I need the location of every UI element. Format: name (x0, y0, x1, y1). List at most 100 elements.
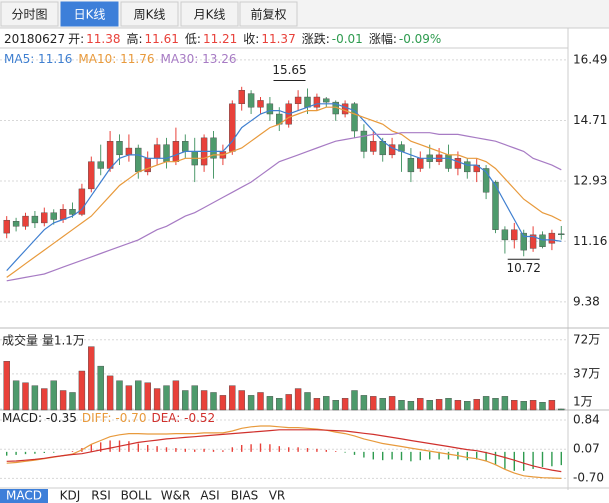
indicator-tab-bg (0, 489, 48, 503)
volume-bar (473, 399, 480, 411)
indicator-tab[interactable]: ASI (200, 489, 219, 503)
y-tick-label: 11.16 (573, 234, 607, 248)
info-label: 低: (185, 32, 201, 46)
candle-body (3, 219, 10, 234)
volume-bar (370, 396, 377, 411)
y-tick-label: 12.93 (573, 174, 607, 188)
info-value: 11.38 (86, 32, 120, 46)
volume-bar (511, 400, 518, 411)
tab[interactable]: 月K线 (180, 1, 239, 27)
y-tick-label: 0.84 (573, 413, 600, 427)
candle-body (341, 103, 349, 115)
y-tick-label: 37万 (573, 366, 600, 380)
candle-body (520, 232, 527, 251)
indicator-tab[interactable]: KDJ (60, 489, 81, 503)
y-tick-label: 9.38 (573, 294, 600, 308)
y-tick-label: 72万 (573, 333, 600, 347)
macd-line (6, 429, 562, 473)
tab[interactable]: 前复权 (239, 1, 298, 27)
candle-body (539, 234, 546, 247)
candle-body (417, 158, 424, 169)
indicator-tab[interactable]: MACD (0, 489, 48, 503)
candle-body (388, 144, 396, 156)
indicator-tab[interactable]: VR (269, 489, 286, 503)
info-value: -0.09% (399, 32, 441, 46)
macd-line (6, 425, 562, 479)
volume-bar (492, 398, 499, 411)
indicator-tab-label: VR (269, 489, 286, 503)
candle-body (182, 141, 189, 152)
volume-bar (520, 401, 527, 411)
candle-body (78, 188, 86, 215)
volume-bar (153, 388, 161, 411)
volume-bar (332, 400, 339, 411)
candle-body (238, 89, 245, 105)
volume-bar (144, 382, 151, 411)
volume-bar (426, 400, 433, 411)
indicator-tab[interactable]: W&R (161, 489, 191, 503)
volume-bar (229, 385, 236, 411)
indicator-tab[interactable]: BOLL (121, 489, 152, 503)
candle-body (304, 96, 311, 108)
tab[interactable]: 周K线 (120, 1, 179, 27)
min-label: 10.72 (507, 261, 541, 275)
legend-item: DIFF: -0.70 (82, 411, 147, 425)
indicator-tab-label: MACD (6, 489, 42, 503)
tab[interactable]: 分时图 (0, 1, 59, 27)
legend-item: DEA: -0.52 (151, 411, 215, 425)
volume-bar (388, 396, 396, 411)
candle-body (163, 144, 170, 162)
volume-bar (125, 385, 133, 411)
candle-body (22, 215, 29, 227)
info-label: 高: (126, 31, 142, 46)
volume-bar (558, 408, 565, 411)
candle-body (12, 221, 20, 227)
candle-body (511, 229, 518, 241)
volume-bar (182, 390, 189, 411)
candle-body (360, 130, 368, 152)
volume-bar (50, 380, 57, 411)
info-line: 20180627 开: 11.38 高: 11.61 低: 11.21 收: 11.37 涨跌: -… (4, 31, 441, 46)
volume-bar (88, 346, 95, 411)
candle-body (88, 161, 95, 190)
candle-body (97, 161, 104, 169)
legend-item: MA30: 13.26 (160, 52, 236, 66)
volume-bar (323, 396, 330, 411)
volume-bar (172, 380, 180, 411)
candle-body (501, 229, 509, 241)
candle-body (464, 161, 471, 173)
y-tick-label: 1万 (573, 395, 593, 409)
indicator-tab-label: RSI (91, 489, 111, 503)
candle-body (454, 158, 462, 169)
volume-bar (294, 388, 302, 411)
info-date: 20180627 (4, 32, 65, 46)
info-value: -0.01 (332, 32, 363, 46)
volume-bar (41, 388, 48, 411)
info-label: 收: (243, 32, 259, 46)
tab[interactable]: 日K线 (60, 1, 119, 27)
volume-bar (116, 380, 123, 411)
indicator-tab[interactable]: BIAS (231, 489, 259, 503)
candle-body (41, 212, 48, 224)
candle-body (492, 181, 499, 230)
volume-bar (191, 385, 198, 411)
tab-label: 分时图 (11, 8, 47, 22)
info-value: 11.21 (203, 32, 237, 46)
volume-bar (341, 398, 349, 411)
volume-bar (97, 365, 104, 411)
tab-bg (120, 1, 179, 27)
volume-bar (285, 394, 292, 411)
candle-body (294, 96, 302, 105)
indicator-tab[interactable]: RSI (91, 489, 111, 503)
volume-bar (529, 400, 537, 411)
candle-body (313, 96, 321, 108)
candle-body (482, 168, 490, 193)
volume-bar (417, 398, 424, 411)
volume-bar (464, 401, 471, 411)
volume-bar (210, 392, 217, 411)
volume-bar (22, 382, 29, 411)
volume-bar (276, 398, 283, 411)
volume-bar (482, 396, 490, 411)
volume-bar (379, 398, 386, 411)
